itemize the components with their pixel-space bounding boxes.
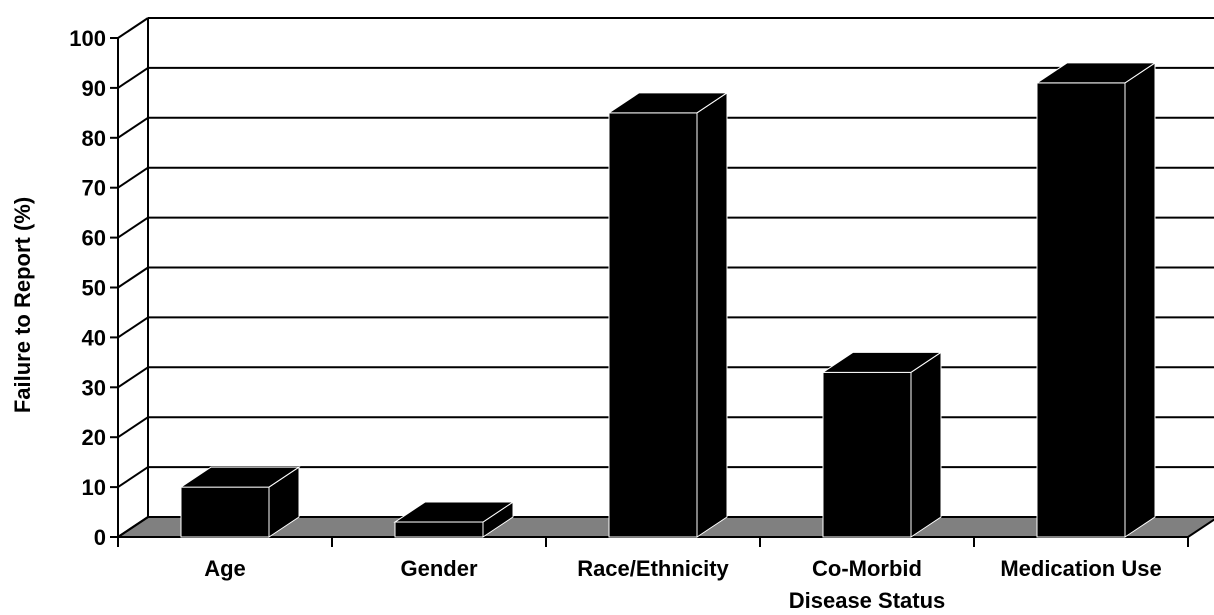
side-wall-line-80 xyxy=(117,116,149,139)
bar-front xyxy=(180,486,270,538)
x-category-label-2: Race/Ethnicity xyxy=(577,556,729,581)
bar-front xyxy=(394,521,484,538)
y-tick-label-90: 90 xyxy=(82,76,106,101)
y-tick-label-60: 60 xyxy=(82,226,106,251)
side-wall-line-40 xyxy=(117,316,149,339)
bar-front xyxy=(1036,82,1126,538)
y-tick-label-100: 100 xyxy=(69,26,106,51)
bar-top xyxy=(179,466,301,488)
side-wall-line-60 xyxy=(117,216,149,239)
side-wall-line-20 xyxy=(117,416,149,439)
bar-3 xyxy=(821,351,943,538)
bar-top xyxy=(393,501,515,523)
side-wall-line-50 xyxy=(117,266,149,289)
side-wall-line-90 xyxy=(117,67,149,89)
bar-4 xyxy=(1035,61,1157,538)
side-wall-line-70 xyxy=(117,166,149,189)
bar-top xyxy=(821,351,943,373)
y-axis-title: Failure to Report (%) xyxy=(10,197,35,413)
bar-side xyxy=(910,351,942,538)
y-tick-labels: 0 10 20 30 40 50 60 70 80 90 100 xyxy=(69,26,106,550)
side-wall-line-10 xyxy=(117,466,149,488)
y-tick-label-40: 40 xyxy=(82,325,106,350)
bar-front xyxy=(822,371,912,538)
x-category-label-1: Gender xyxy=(400,556,477,581)
bar-top xyxy=(607,92,729,114)
y-tick-label-10: 10 xyxy=(82,475,106,500)
bar-side xyxy=(1124,61,1156,538)
y-tick-label-0: 0 xyxy=(94,525,106,550)
bar-1 xyxy=(393,501,515,538)
bar-2 xyxy=(607,91,729,538)
y-tick-label-70: 70 xyxy=(82,176,106,201)
side-wall-line-30 xyxy=(117,366,149,389)
bar-top xyxy=(1035,62,1157,84)
x-category-label-4: Medication Use xyxy=(1000,556,1161,581)
bars xyxy=(179,61,1157,538)
y-tick-label-50: 50 xyxy=(82,276,106,301)
bar-0 xyxy=(179,466,301,538)
y-tick-label-80: 80 xyxy=(82,126,106,151)
x-category-label-3: Co-Morbid xyxy=(812,556,922,581)
x-category-label-0: Age xyxy=(204,556,246,581)
bar-front xyxy=(608,112,698,538)
bar-side xyxy=(696,91,728,538)
side-wall-line-0 xyxy=(117,516,149,538)
side-wall-line-100 xyxy=(117,17,149,39)
y-tick-label-30: 30 xyxy=(82,375,106,400)
x-category-label-3-line1: Disease Status xyxy=(789,588,946,613)
y-tick-label-20: 20 xyxy=(82,425,106,450)
x-category-labels: Age Gender Race/Ethnicity Co-Morbid Disease … xyxy=(204,556,1161,613)
